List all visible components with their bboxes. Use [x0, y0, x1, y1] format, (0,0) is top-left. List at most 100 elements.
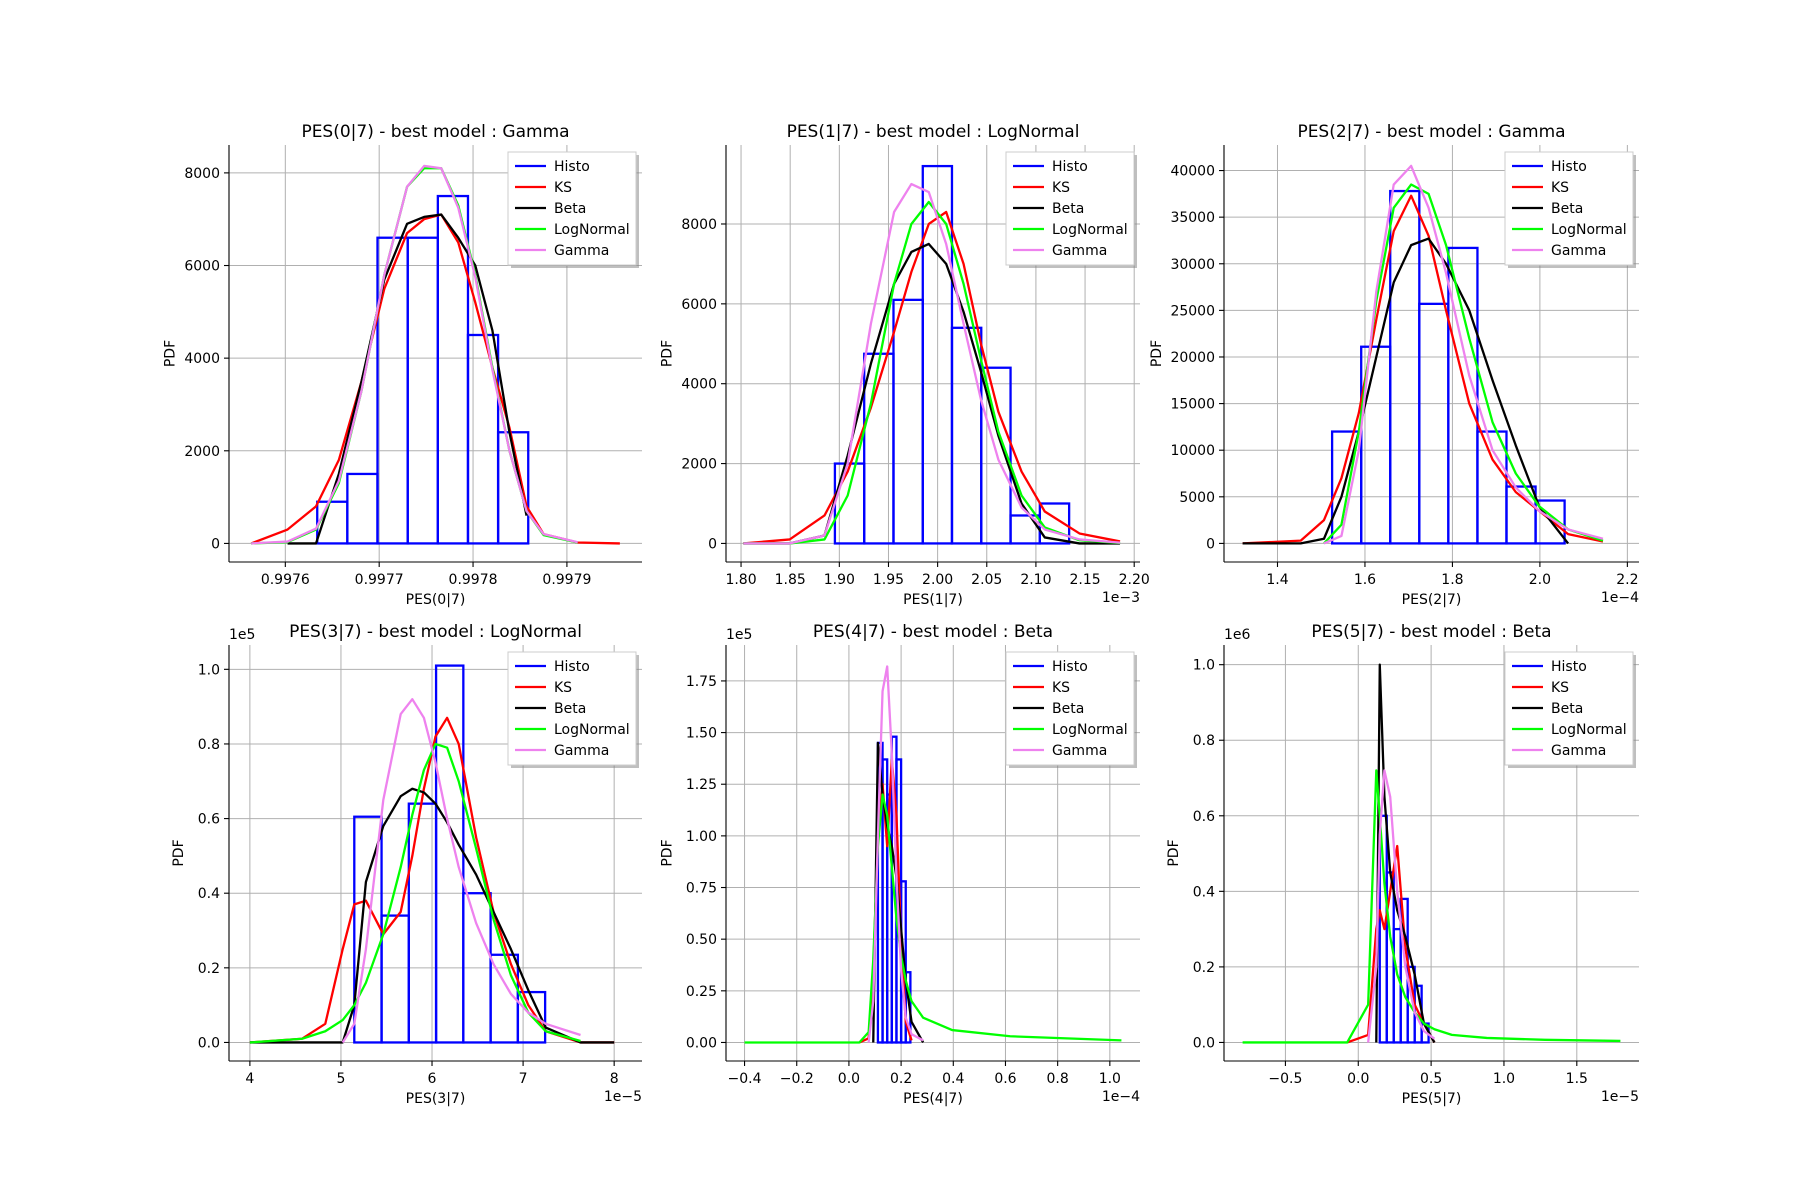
y-axis-label: PDF — [1149, 340, 1165, 367]
x-axis-label: PES(1|7) — [903, 592, 963, 608]
subplot-title: PES(2|7) - best model : Gamma — [1297, 122, 1565, 142]
legend-label: KS — [554, 680, 572, 696]
legend-label: Histo — [554, 159, 590, 175]
x-tick-label: 2.00 — [922, 572, 953, 588]
density-curve — [287, 213, 528, 545]
plot-area — [744, 665, 1122, 1044]
legend-label: Histo — [1551, 659, 1587, 675]
histogram-bar — [466, 333, 500, 545]
histogram-bar — [1447, 246, 1479, 545]
x-offset-label: 1e−4 — [1601, 590, 1639, 606]
density-curve — [341, 698, 581, 1044]
legend-label: KS — [1052, 680, 1070, 696]
subplot-title: PES(0|7) - best model : Gamma — [301, 122, 569, 142]
y-tick-label: 0 — [1206, 536, 1215, 552]
y-tick-label: 4000 — [184, 351, 220, 367]
y-offset-label: 1e5 — [726, 627, 752, 643]
x-axis-label: PES(2|7) — [1402, 592, 1462, 608]
x-tick-label: 0.2 — [890, 1071, 912, 1087]
x-tick-label: 5 — [336, 1071, 345, 1087]
histogram-bar — [346, 472, 379, 545]
y-tick-label: 40000 — [1170, 164, 1215, 180]
legend-label: Histo — [1052, 659, 1088, 675]
legend: Histo KS Beta LogNormal Gamma — [507, 651, 639, 768]
legend-label: Gamma — [554, 743, 609, 759]
subplot-title: PES(4|7) - best model : Beta — [813, 622, 1053, 642]
density-curve — [249, 787, 615, 1044]
legend: Histo KS Beta LogNormal Gamma — [1005, 651, 1137, 768]
y-tick-label: 8000 — [184, 166, 220, 182]
histogram-bar — [380, 914, 410, 1044]
histogram-bar — [496, 431, 530, 545]
y-tick-label: 1.0 — [1193, 658, 1215, 674]
y-tick-label: 0.8 — [1193, 733, 1215, 749]
legend-label: Histo — [554, 659, 590, 675]
y-axis-label: PDF — [660, 839, 676, 866]
density-curve — [1323, 164, 1604, 545]
y-axis-label: PDF — [171, 839, 187, 866]
density-curve — [1323, 183, 1604, 545]
legend-label: KS — [1052, 180, 1070, 196]
y-tick-label: 0.75 — [686, 881, 717, 897]
x-tick-label: 8 — [610, 1071, 619, 1087]
plot-area — [743, 164, 1121, 545]
legend-label: KS — [1551, 680, 1569, 696]
legend-label: Beta — [554, 201, 586, 217]
legend: Histo KS Beta LogNormal Gamma — [1005, 151, 1137, 268]
y-tick-label: 1.75 — [686, 674, 717, 690]
y-tick-label: 6000 — [681, 297, 717, 313]
subplot: 0 2000 4000 6000 8000 1.80 1.85 1.90 1.95 2.00 2.0… — [660, 122, 1150, 608]
x-axis-label: PES(0|7) — [406, 592, 466, 608]
x-tick-label: 1.85 — [775, 572, 806, 588]
subplot: 0.0 0.2 0.4 0.6 0.8 1.0 −0.5 0.0 0.5 1.0 1.5 PES(5|… — [1166, 622, 1639, 1107]
x-tick-label: 0.4 — [942, 1071, 964, 1087]
density-curve — [744, 793, 1122, 1044]
x-tick-label: 7 — [519, 1071, 528, 1087]
y-tick-label: 0.0 — [1193, 1035, 1215, 1051]
x-axis-label: PES(5|7) — [1402, 1091, 1462, 1107]
x-tick-label: −0.2 — [780, 1071, 814, 1087]
y-tick-label: 10000 — [1170, 443, 1215, 459]
x-tick-label: 6 — [428, 1071, 437, 1087]
x-tick-label: 1.95 — [873, 572, 904, 588]
y-axis-label: PDF — [660, 340, 676, 367]
density-curve — [743, 242, 1121, 545]
density-curve — [1346, 844, 1436, 1044]
histogram-bar — [980, 366, 1012, 545]
histogram-bar — [1418, 302, 1450, 545]
y-tick-label: 5000 — [1179, 490, 1215, 506]
y-offset-label: 1e5 — [229, 627, 255, 643]
plot-area — [249, 664, 615, 1044]
x-tick-label: 2.0 — [1529, 572, 1551, 588]
subplot: 0 5000 10000 15000 20000 25000 30000 35000 40000… — [1149, 122, 1639, 608]
legend-label: LogNormal — [1052, 722, 1128, 738]
x-tick-label: 1.0 — [1099, 1071, 1121, 1087]
density-curve — [743, 182, 1121, 545]
plot-area — [250, 164, 620, 545]
x-tick-label: 1.0 — [1493, 1071, 1515, 1087]
y-tick-label: 0.4 — [198, 886, 220, 902]
legend-label: Beta — [554, 701, 586, 717]
legend-label: Histo — [1052, 159, 1088, 175]
x-tick-label: 0.9978 — [449, 572, 498, 588]
x-tick-label: −0.5 — [1268, 1071, 1302, 1087]
y-tick-label: 0.00 — [686, 1035, 717, 1051]
density-curve — [1242, 194, 1604, 545]
x-tick-label: 0.5 — [1420, 1071, 1442, 1087]
legend-label: KS — [1551, 180, 1569, 196]
plot-area — [1242, 164, 1604, 545]
subplot: 0.00 0.25 0.50 0.75 1.00 1.25 1.50 1.75 −0.4 −0.2… — [660, 622, 1140, 1107]
x-offset-label: 1e−5 — [1601, 1089, 1639, 1105]
y-tick-label: 4000 — [681, 377, 717, 393]
legend-label: LogNormal — [1551, 722, 1627, 738]
density-curve — [249, 716, 615, 1044]
density-curve — [743, 200, 1121, 545]
legend-label: Beta — [1551, 201, 1583, 217]
x-tick-label: 2.05 — [971, 572, 1002, 588]
x-tick-label: 1.80 — [725, 572, 756, 588]
x-tick-label: 2.2 — [1616, 572, 1638, 588]
legend-label: Gamma — [1551, 743, 1606, 759]
x-tick-label: 0.9976 — [261, 572, 310, 588]
y-tick-label: 25000 — [1170, 303, 1215, 319]
